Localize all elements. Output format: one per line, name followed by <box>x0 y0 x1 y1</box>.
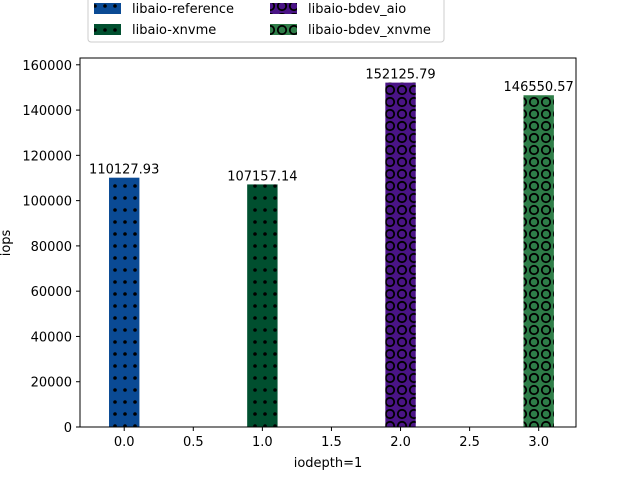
legend-item-libaio-bdev_aio: libaio-bdev_aio <box>270 2 406 17</box>
legend-label: libaio-bdev_aio <box>308 2 406 17</box>
legend: libaio-reference libaio-xnvme libaio-bdev_… <box>87 0 445 43</box>
legend-item-libaio-xnvme: libaio-xnvme <box>94 23 216 38</box>
legend-item-libaio-bdev_xnvme: libaio-bdev_xnvme <box>270 23 431 38</box>
x-axis: 0.0 0.5 1.0 1.5 2.0 2.5 3.0 <box>114 427 549 450</box>
x-tick-label: 3.0 <box>528 435 549 450</box>
bar-libaio-bdev_aio <box>385 82 416 428</box>
y-tick-label: 40000 <box>31 330 72 345</box>
axes-border <box>79 57 577 428</box>
legend-frame <box>87 0 445 43</box>
y-tick-label: 120000 <box>22 149 72 164</box>
bar-value-label: 107157.14 <box>227 169 297 184</box>
y-tick-label: 60000 <box>31 285 72 300</box>
legend-label: libaio-xnvme <box>132 23 216 38</box>
bar-value-label: 146550.57 <box>504 80 574 95</box>
x-tick-label: 1.0 <box>252 435 273 450</box>
axes-frame <box>80 58 576 427</box>
bars <box>109 82 554 428</box>
y-tick-label: 100000 <box>22 195 72 210</box>
bar-labels: 110127.93 107157.14 152125.79 146550.57 <box>89 68 574 185</box>
y-tick-label: 80000 <box>31 240 72 255</box>
plot-area: 110127.93 107157.14 152125.79 146550.57 <box>79 57 577 428</box>
x-axis-label: iodepth=1 <box>294 456 363 471</box>
x-tick-label: 0.0 <box>114 435 135 450</box>
bar-value-label: 152125.79 <box>365 68 435 83</box>
y-axis: 0 20000 40000 60000 80000 100000 120000 140000 1… <box>22 59 80 436</box>
x-tick-label: 2.0 <box>390 435 411 450</box>
bar-value-label: 110127.93 <box>89 163 159 178</box>
y-tick-label: 0 <box>64 421 72 436</box>
x-tick-label: 2.5 <box>459 435 480 450</box>
x-tick-label: 1.5 <box>321 435 342 450</box>
bar-libaio-xnvme <box>247 184 278 427</box>
y-axis-label: iops <box>0 229 14 256</box>
legend-item-libaio-reference: libaio-reference <box>94 2 234 17</box>
y-tick-label: 20000 <box>31 376 72 391</box>
x-tick-label: 0.5 <box>183 435 204 450</box>
legend-label: libaio-reference <box>132 2 234 17</box>
y-tick-label: 160000 <box>22 59 72 74</box>
y-tick-label: 140000 <box>22 104 72 119</box>
bar-libaio-reference <box>109 177 140 427</box>
bar-libaio-bdev_xnvme <box>523 95 554 427</box>
legend-label: libaio-bdev_xnvme <box>308 23 431 38</box>
